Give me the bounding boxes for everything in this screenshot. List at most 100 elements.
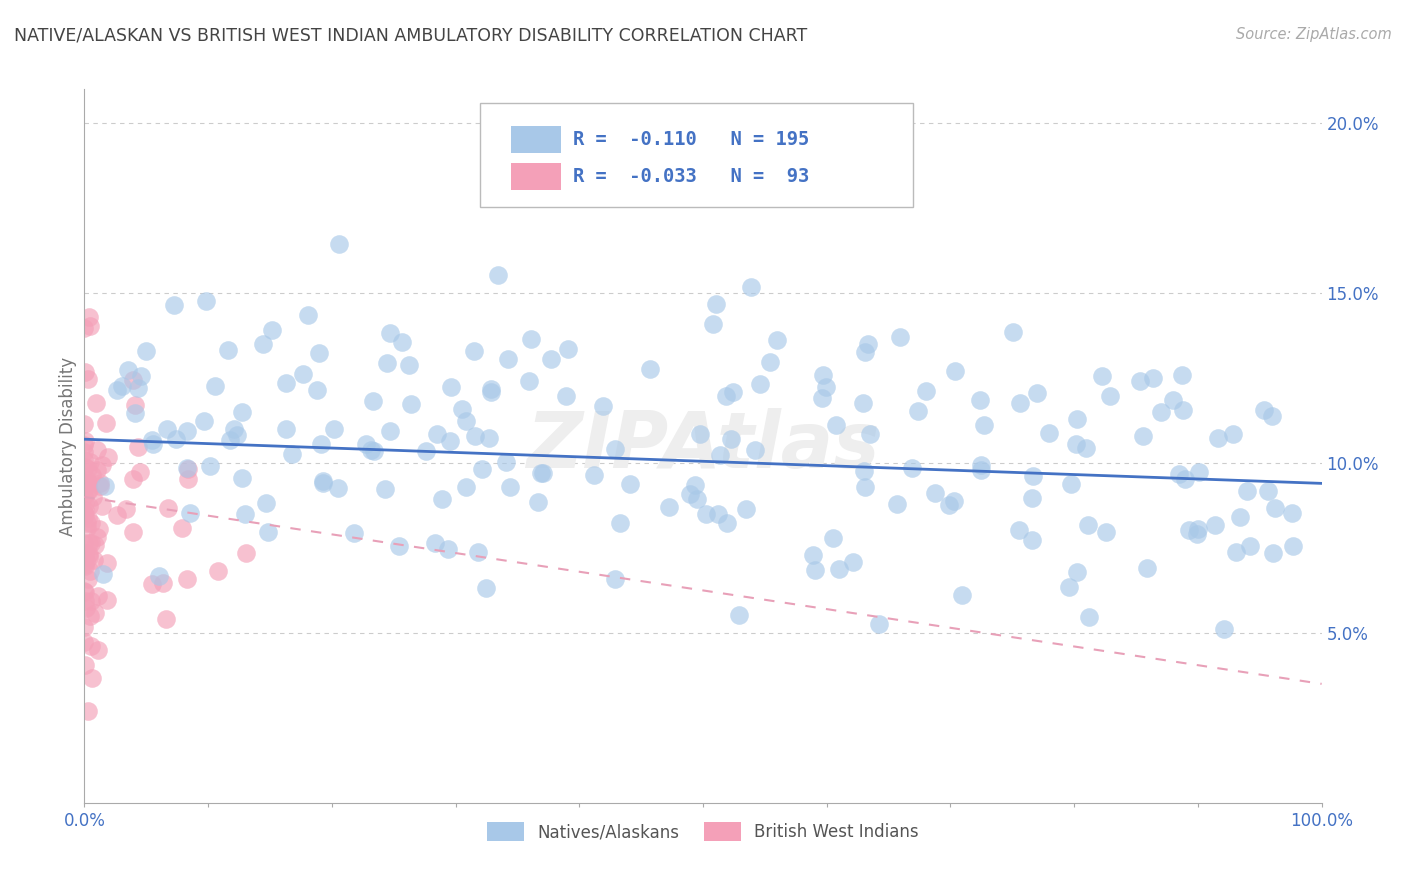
Point: [176, 572, 198, 586]
Point: [889, 329, 911, 343]
Text: R =  -0.033   N =  93: R = -0.033 N = 93: [574, 168, 810, 186]
Point: [77, 475, 100, 490]
Point: [91, 458, 114, 473]
Point: [231, 405, 253, 419]
Point: [1132, 429, 1154, 443]
Point: [592, 400, 614, 414]
Point: [122, 472, 145, 486]
Point: [135, 344, 157, 359]
Point: [1074, 442, 1097, 456]
Point: [231, 471, 253, 485]
Point: [93, 566, 115, 581]
Point: [75, 476, 97, 491]
Point: [1008, 523, 1031, 537]
Point: [619, 477, 641, 491]
Point: [79, 565, 101, 579]
Point: [1059, 580, 1081, 594]
Point: [1095, 524, 1118, 539]
Point: [328, 236, 350, 251]
Point: [740, 280, 762, 294]
Point: [87, 642, 110, 657]
Point: [1222, 427, 1244, 442]
Point: [129, 466, 152, 480]
Point: [375, 356, 398, 370]
Point: [170, 521, 193, 535]
Point: [73, 453, 96, 467]
Point: [75, 503, 97, 517]
Point: [86, 463, 108, 477]
Point: [702, 317, 724, 331]
Point: [415, 443, 437, 458]
Point: [1170, 368, 1192, 382]
Point: [685, 477, 707, 491]
Point: [474, 581, 496, 595]
Point: [89, 522, 111, 536]
Point: [679, 486, 702, 500]
Point: [75, 549, 97, 564]
Point: [77, 511, 100, 525]
Point: [950, 588, 973, 602]
Point: [464, 429, 486, 443]
Point: [423, 536, 446, 550]
Point: [75, 554, 97, 568]
Point: [378, 326, 401, 340]
Point: [308, 345, 330, 359]
Point: [811, 368, 834, 382]
Point: [77, 547, 100, 561]
Point: [924, 485, 946, 500]
Point: [868, 616, 890, 631]
Point: [77, 550, 100, 565]
Point: [89, 478, 111, 492]
Point: [343, 526, 366, 541]
Point: [391, 334, 413, 349]
Point: [1261, 409, 1284, 424]
Point: [77, 483, 100, 497]
Point: [75, 600, 97, 615]
Point: [176, 461, 198, 475]
Point: [83, 553, 105, 567]
Point: [1098, 389, 1121, 403]
Point: [437, 541, 460, 556]
Point: [454, 414, 477, 428]
Point: [142, 437, 165, 451]
Point: [84, 538, 107, 552]
Point: [1204, 517, 1226, 532]
Point: [156, 422, 179, 436]
Text: ZIPAtlas: ZIPAtlas: [526, 408, 880, 484]
Point: [841, 555, 863, 569]
Point: [704, 297, 727, 311]
Point: [1025, 386, 1047, 401]
Text: NATIVE/ALASKAN VS BRITISH WEST INDIAN AMBULATORY DISABILITY CORRELATION CHART: NATIVE/ALASKAN VS BRITISH WEST INDIAN AM…: [14, 27, 807, 45]
Point: [274, 376, 297, 390]
Point: [430, 491, 453, 506]
Point: [75, 593, 97, 607]
Point: [1142, 371, 1164, 385]
Point: [176, 424, 198, 438]
Point: [156, 500, 179, 515]
Point: [853, 480, 876, 494]
Point: [1187, 522, 1209, 536]
Point: [852, 396, 875, 410]
Point: [217, 343, 239, 357]
Point: [94, 416, 117, 430]
Point: [714, 389, 737, 403]
Point: [638, 362, 661, 376]
Point: [233, 507, 256, 521]
Point: [76, 473, 98, 487]
Point: [801, 548, 824, 562]
Point: [90, 500, 112, 514]
Point: [309, 437, 332, 451]
Point: [198, 459, 221, 474]
Point: [530, 467, 553, 481]
Point: [499, 480, 522, 494]
Point: [450, 402, 472, 417]
Point: [307, 383, 329, 397]
Point: [226, 428, 249, 442]
Point: [1173, 403, 1195, 417]
Legend: Natives/Alaskans, British West Indians: Natives/Alaskans, British West Indians: [481, 815, 925, 848]
Point: [471, 461, 494, 475]
Point: [94, 479, 117, 493]
Point: [900, 460, 922, 475]
Point: [77, 462, 100, 476]
Point: [1022, 469, 1045, 483]
